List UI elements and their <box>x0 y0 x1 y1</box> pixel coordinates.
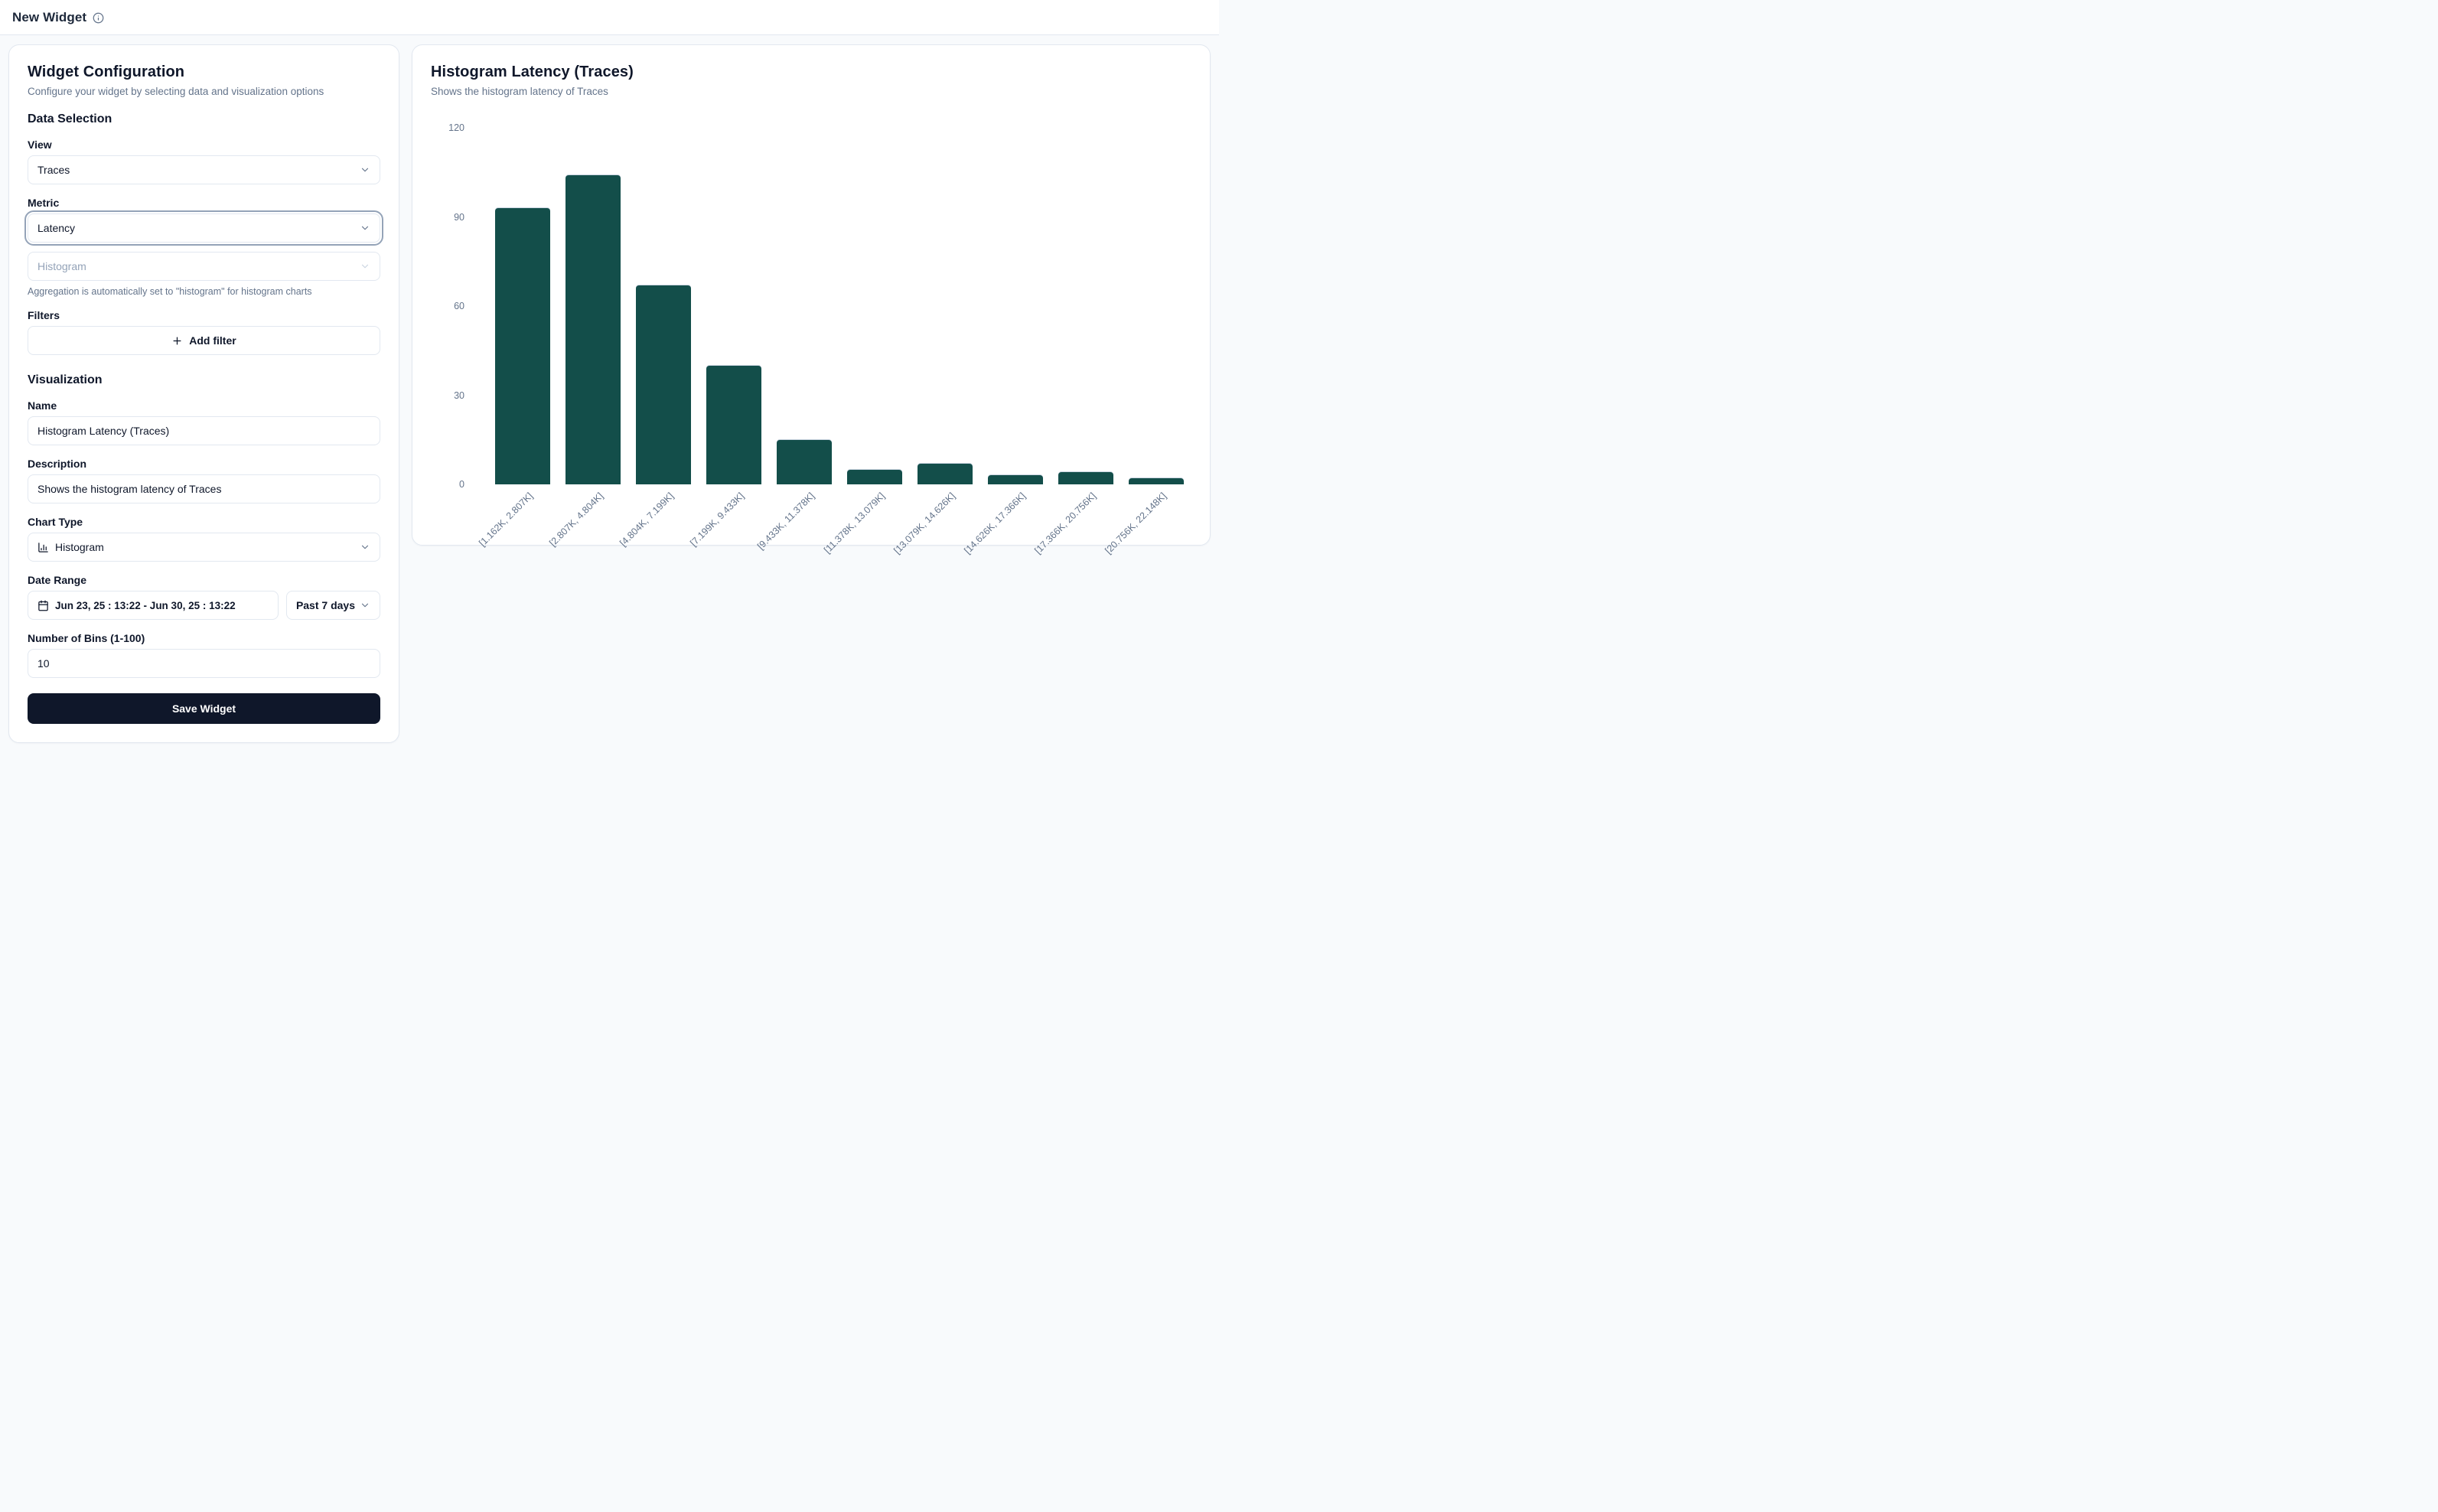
histogram-bar[interactable] <box>777 439 832 484</box>
bar-slot: [14.626K, 17.366K] <box>962 128 1043 556</box>
config-title: Widget Configuration <box>28 64 185 80</box>
name-input[interactable] <box>28 416 380 445</box>
histogram-chart: 0 30 60 90 120 [1.162K, 2.807K] [2.807K, 4.80… <box>431 114 1191 556</box>
page-content: Widget Configuration Configure your widg… <box>0 35 1219 756</box>
metric-select-value: Latency <box>37 222 76 234</box>
histogram-bar[interactable] <box>1058 472 1113 484</box>
aggregation-note: Aggregation is automatically set to "his… <box>28 286 312 297</box>
x-tick-label: [7.199K, 9.433K] <box>687 490 746 549</box>
bar-slot: [4.804K, 7.199K] <box>618 128 691 549</box>
y-tick-label: 60 <box>454 301 464 311</box>
histogram-bar[interactable] <box>918 463 973 484</box>
x-tick-label: [11.378K, 13.079K] <box>821 490 887 556</box>
x-tick-label: [2.807K, 4.804K] <box>546 490 605 549</box>
histogram-bar[interactable] <box>847 469 902 484</box>
filters-label: Filters <box>28 309 60 321</box>
view-select[interactable]: Traces <box>28 155 380 184</box>
chart-type-value: Histogram <box>55 541 104 553</box>
date-range-value: Jun 23, 25 : 13:22 - Jun 30, 25 : 13:22 <box>55 599 236 611</box>
y-tick-label: 30 <box>454 389 464 401</box>
x-tick-label: [4.804K, 7.199K] <box>617 490 676 549</box>
x-tick-label: [14.626K, 17.366K] <box>962 490 1028 556</box>
description-input[interactable] <box>28 474 380 503</box>
bar-slot: [2.807K, 4.804K] <box>547 128 621 549</box>
view-label: View <box>28 138 52 151</box>
histogram-bar[interactable] <box>495 207 550 484</box>
bar-slot: [13.079K, 14.626K] <box>891 128 973 556</box>
chevron-down-icon <box>360 223 370 233</box>
x-tick-label: [20.756K, 22.148K] <box>1103 490 1168 556</box>
x-tick-label: [13.079K, 14.626K] <box>891 490 957 556</box>
bins-label: Number of Bins (1-100) <box>28 632 145 644</box>
chart-type-select[interactable]: Histogram <box>28 533 380 562</box>
date-preset-button[interactable]: Past 7 days <box>285 591 380 620</box>
histogram-bar[interactable] <box>1129 478 1184 484</box>
bar-slot: [1.162K, 2.807K] <box>477 128 550 549</box>
y-tick-label: 0 <box>459 479 464 490</box>
calendar-icon <box>37 600 49 611</box>
data-selection-heading: Data Selection <box>28 112 112 125</box>
top-bar: New Widget <box>0 0 1219 35</box>
add-filter-label: Add filter <box>189 334 236 347</box>
metric-select[interactable]: Latency <box>24 210 383 246</box>
chevron-down-icon <box>360 542 370 552</box>
date-range-label: Date Range <box>28 574 87 586</box>
chart-subtitle: Shows the histogram latency of Traces <box>431 86 608 97</box>
date-preset-value: Past 7 days <box>295 599 355 611</box>
histogram-bar[interactable] <box>565 175 621 484</box>
y-axis: 0 30 60 90 120 <box>431 122 464 490</box>
bar-slot: [7.199K, 9.433K] <box>688 128 761 549</box>
histogram-bar[interactable] <box>988 475 1043 484</box>
histogram-icon <box>37 542 49 553</box>
chevron-down-icon <box>360 261 370 272</box>
y-tick-label: 90 <box>454 211 464 223</box>
histogram-bar[interactable] <box>706 365 761 484</box>
view-select-value: Traces <box>37 164 70 176</box>
x-tick-label: [1.162K, 2.807K] <box>476 490 535 549</box>
name-label: Name <box>28 399 57 412</box>
metric-label: Metric <box>28 197 60 209</box>
visualization-heading: Visualization <box>28 373 103 386</box>
aggregation-select-value: Histogram <box>37 260 86 272</box>
widget-configuration-panel: Widget Configuration Configure your widg… <box>8 44 399 743</box>
save-widget-button[interactable]: Save Widget <box>28 693 380 724</box>
bar-slot: [20.756K, 22.148K] <box>1103 128 1184 556</box>
histogram-bar[interactable] <box>636 285 691 484</box>
info-icon[interactable] <box>93 12 104 24</box>
add-filter-button[interactable]: Add filter <box>28 326 380 355</box>
aggregation-select: Histogram <box>28 252 380 281</box>
description-label: Description <box>28 458 87 470</box>
chevron-down-icon <box>360 165 370 175</box>
plus-icon <box>171 335 183 347</box>
bar-slot: [17.366K, 20.756K] <box>1032 128 1113 556</box>
chart-plot: [1.162K, 2.807K] [2.807K, 4.804K] [4.804K,… <box>474 128 1191 556</box>
y-tick-label: 120 <box>448 122 464 133</box>
chevron-down-icon <box>360 600 370 611</box>
bar-slot: [9.433K, 11.378K] <box>755 128 832 552</box>
page-title: New Widget <box>12 9 87 24</box>
date-range-row: Jun 23, 25 : 13:22 - Jun 30, 25 : 13:22 … <box>28 591 380 620</box>
config-subtitle: Configure your widget by selecting data … <box>28 86 324 97</box>
chart-type-label: Chart Type <box>28 516 83 528</box>
bins-input[interactable] <box>28 649 380 678</box>
x-tick-label: [9.433K, 11.378K] <box>755 490 816 552</box>
chart-title: Histogram Latency (Traces) <box>431 64 634 80</box>
x-tick-label: [17.366K, 20.756K] <box>1032 490 1098 556</box>
chart-preview-panel: Histogram Latency (Traces) Shows the his… <box>412 44 1211 556</box>
date-range-field[interactable]: Jun 23, 25 : 13:22 - Jun 30, 25 : 13:22 <box>28 591 279 620</box>
bar-slot: [11.378K, 13.079K] <box>822 128 902 556</box>
